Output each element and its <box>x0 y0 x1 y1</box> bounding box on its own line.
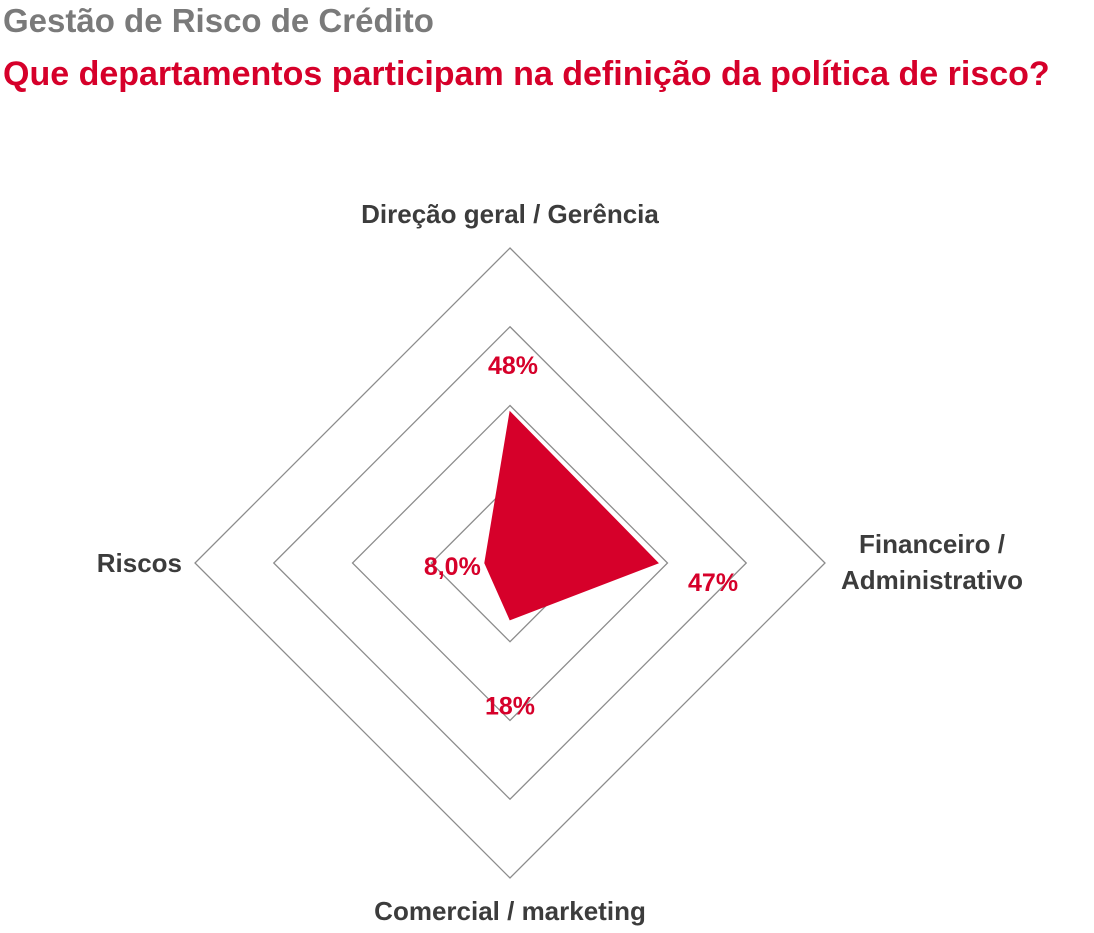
value-label-1: 47% <box>688 569 738 597</box>
axis-label-3: Riscos <box>97 548 182 578</box>
value-labels: 48% 47% 18% 8,0% <box>424 352 738 721</box>
axis-label-2-line-0: Comercial / marketing <box>374 896 646 926</box>
axis-label-1-line-1: Administrativo <box>841 565 1023 595</box>
grid-ring-75 <box>272 325 748 801</box>
axis-label-3-line-0: Riscos <box>97 548 182 578</box>
axis-label-1-line-0: Financeiro / <box>859 529 1005 559</box>
axis-label-0: Direção geral / Gerência <box>361 199 659 229</box>
series-area <box>484 410 659 621</box>
grid-ring-100 <box>194 247 826 879</box>
axis-labels: Direção geral / Gerência Financeiro / Admi… <box>97 199 1023 926</box>
chart-supertitle: Gestão de Risco de Crédito <box>3 2 434 39</box>
radar-series <box>484 410 659 621</box>
value-label-0: 48% <box>488 352 538 380</box>
chart-title: Que departamentos participam na definiçã… <box>3 55 1050 93</box>
axis-label-0-line-0: Direção geral / Gerência <box>361 199 659 229</box>
axis-label-2: Comercial / marketing <box>374 896 646 926</box>
axis-label-1: Financeiro / Administrativo <box>841 529 1023 595</box>
grid-ring-50 <box>351 404 669 722</box>
value-label-2: 18% <box>485 693 535 721</box>
value-label-3: 8,0% <box>424 553 481 581</box>
